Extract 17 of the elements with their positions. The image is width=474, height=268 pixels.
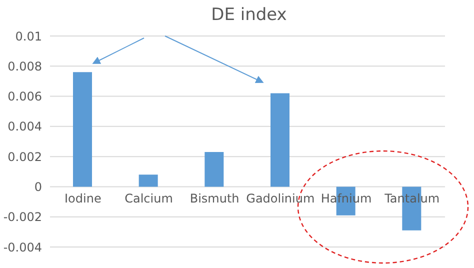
bar <box>138 174 158 187</box>
bar <box>73 72 92 187</box>
x-tick-label: Iodine <box>64 192 102 206</box>
x-tick-label: Bismuth <box>190 192 240 206</box>
y-tick-label: -0.002 <box>3 210 42 224</box>
x-tick-label: Calcium <box>124 192 173 206</box>
bar <box>270 93 290 187</box>
bar <box>204 152 224 187</box>
y-tick-label: 0 <box>34 180 42 194</box>
chart-title: DE index <box>211 5 287 25</box>
y-tick-label: 0.004 <box>8 120 42 134</box>
y-tick-label: 0.006 <box>8 90 42 104</box>
y-tick-label: 0.002 <box>8 150 42 164</box>
y-tick-label: 0.01 <box>15 29 42 44</box>
y-tick-label: 0.008 <box>8 59 42 74</box>
x-tick-label: Gadolinium <box>246 192 315 206</box>
y-tick-label: -0.004 <box>3 240 42 254</box>
